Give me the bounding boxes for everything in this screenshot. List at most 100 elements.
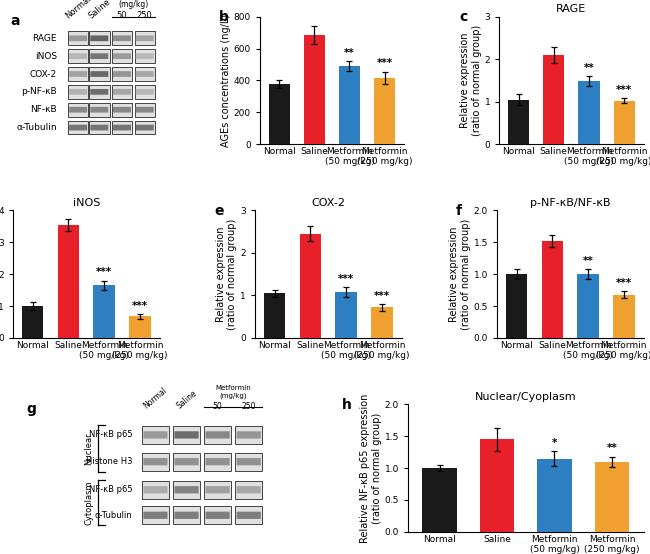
Title: COX-2: COX-2 — [311, 198, 345, 208]
Bar — [235, 426, 263, 444]
FancyBboxPatch shape — [69, 35, 87, 41]
FancyBboxPatch shape — [144, 458, 168, 465]
Text: 250: 250 — [241, 402, 256, 411]
Text: 50: 50 — [213, 402, 222, 411]
Bar — [541, 241, 563, 338]
Bar — [204, 453, 231, 471]
FancyBboxPatch shape — [237, 486, 261, 494]
Bar — [135, 67, 155, 81]
Bar — [68, 103, 88, 116]
Bar — [89, 103, 110, 116]
Bar — [335, 292, 357, 338]
Bar — [204, 506, 231, 524]
Bar — [371, 307, 393, 338]
Bar — [89, 49, 110, 63]
Text: Saline: Saline — [175, 389, 198, 411]
Text: α-Tubulin: α-Tubulin — [16, 123, 57, 132]
Text: b: b — [219, 10, 229, 24]
Text: 50: 50 — [117, 12, 127, 20]
Text: α-Tubulin: α-Tubulin — [94, 511, 132, 520]
Bar — [173, 453, 200, 471]
Bar — [142, 506, 169, 524]
Bar — [142, 426, 169, 444]
FancyBboxPatch shape — [69, 71, 87, 77]
Text: Histone H3: Histone H3 — [86, 457, 132, 466]
Bar — [58, 225, 79, 338]
FancyBboxPatch shape — [174, 431, 199, 439]
FancyBboxPatch shape — [113, 53, 131, 59]
Text: *: * — [552, 438, 557, 448]
FancyBboxPatch shape — [113, 125, 131, 130]
FancyBboxPatch shape — [69, 53, 87, 59]
Text: f: f — [456, 204, 462, 218]
FancyBboxPatch shape — [90, 125, 109, 130]
FancyBboxPatch shape — [237, 511, 261, 519]
Text: NF-κB p65: NF-κB p65 — [88, 430, 132, 439]
Text: **: ** — [584, 63, 594, 73]
Bar — [112, 67, 132, 81]
Text: Normal: Normal — [142, 386, 169, 411]
Bar — [173, 481, 200, 499]
Title: Nuclear/Cyoplasm: Nuclear/Cyoplasm — [475, 392, 577, 402]
FancyBboxPatch shape — [136, 89, 154, 95]
FancyBboxPatch shape — [113, 71, 131, 77]
Text: NF-κB: NF-κB — [31, 105, 57, 114]
FancyBboxPatch shape — [90, 35, 109, 41]
Bar — [68, 85, 88, 99]
FancyBboxPatch shape — [136, 107, 154, 112]
Bar — [112, 85, 132, 99]
FancyBboxPatch shape — [69, 107, 87, 112]
Bar — [508, 100, 529, 144]
FancyBboxPatch shape — [237, 458, 261, 465]
Bar — [112, 121, 132, 135]
Title: p-NF-κB/NF-κB: p-NF-κB/NF-κB — [530, 198, 610, 208]
FancyBboxPatch shape — [174, 511, 199, 519]
Text: Nuclear: Nuclear — [84, 432, 94, 465]
Bar — [142, 453, 169, 471]
Bar — [300, 234, 321, 338]
FancyBboxPatch shape — [144, 486, 168, 494]
Text: a: a — [10, 14, 20, 28]
FancyBboxPatch shape — [69, 125, 87, 130]
Title: RAGE: RAGE — [556, 4, 586, 14]
Bar — [135, 103, 155, 116]
Y-axis label: Relative expression
(ratio of normal group): Relative expression (ratio of normal gro… — [449, 219, 471, 330]
Text: Cytoplasm: Cytoplasm — [84, 480, 94, 525]
FancyBboxPatch shape — [205, 431, 229, 439]
Bar — [89, 121, 110, 135]
Text: h: h — [342, 398, 352, 412]
Bar — [94, 285, 115, 338]
Bar — [268, 84, 290, 144]
Bar — [112, 32, 132, 45]
Bar — [68, 49, 88, 63]
FancyBboxPatch shape — [136, 125, 154, 130]
Bar — [578, 81, 599, 144]
Bar — [577, 274, 599, 338]
FancyBboxPatch shape — [144, 431, 168, 439]
Text: **: ** — [606, 443, 618, 453]
Text: 250: 250 — [137, 12, 153, 20]
FancyBboxPatch shape — [90, 71, 109, 77]
FancyBboxPatch shape — [69, 89, 87, 95]
Bar — [135, 121, 155, 135]
Bar — [204, 481, 231, 499]
Bar — [538, 459, 572, 532]
Text: iNOS: iNOS — [35, 52, 57, 60]
Text: e: e — [214, 204, 224, 218]
Bar — [264, 294, 285, 338]
Text: Normal: Normal — [64, 0, 93, 20]
Bar — [89, 32, 110, 45]
Bar — [339, 66, 360, 144]
FancyBboxPatch shape — [136, 71, 154, 77]
Y-axis label: AGEs concentrations (ng/L): AGEs concentrations (ng/L) — [221, 14, 231, 147]
Bar — [173, 426, 200, 444]
Bar — [235, 506, 263, 524]
Bar — [613, 295, 634, 338]
Text: p-NF-κB: p-NF-κB — [21, 88, 57, 96]
Bar — [68, 121, 88, 135]
Bar — [595, 461, 629, 532]
Bar — [22, 306, 44, 338]
Bar — [422, 468, 457, 532]
Text: Saline: Saline — [86, 0, 112, 20]
Bar — [112, 103, 132, 116]
